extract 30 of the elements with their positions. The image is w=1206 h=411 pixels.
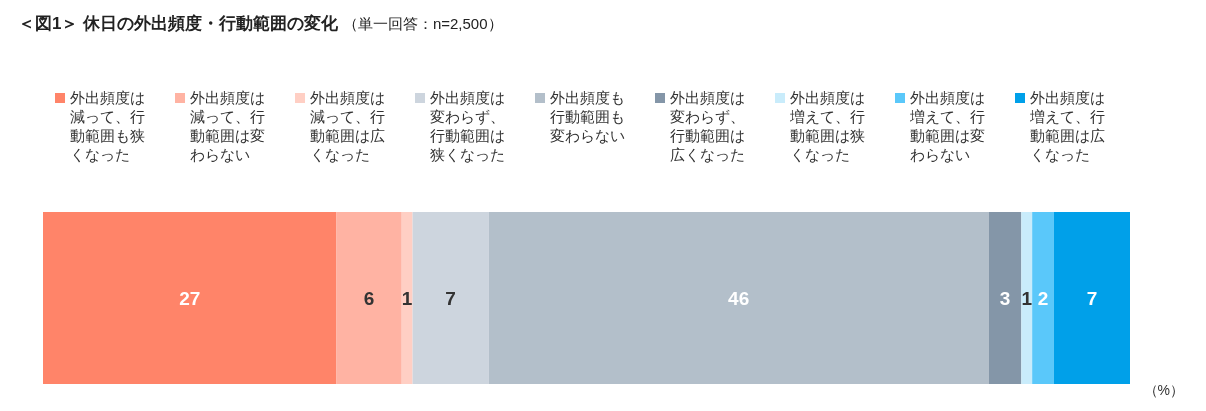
bar — [412, 212, 489, 384]
bar — [488, 212, 989, 384]
legend-label: 外出頻度は増えて、行動範囲は広くなった — [1030, 88, 1106, 164]
data-label: 46 — [728, 288, 750, 309]
data-label: 2 — [1037, 288, 1049, 309]
bar — [1053, 212, 1130, 384]
bar — [1032, 212, 1054, 384]
bar — [988, 212, 1022, 384]
data-label: 7 — [1086, 288, 1098, 309]
legend-label: 外出頻度も行動範囲も変わらない — [550, 88, 626, 145]
legend-label: 外出頻度は増えて、行動範囲は変わらない — [910, 88, 986, 164]
legend-label: 外出頻度は減って、行動範囲は変わらない — [190, 88, 266, 164]
data-label: 7 — [445, 288, 456, 309]
legend-label: 外出頻度は減って、行動範囲は広くなった — [310, 88, 386, 164]
bar — [43, 212, 337, 384]
bar — [401, 212, 413, 384]
data-label: 27 — [179, 288, 201, 309]
chart-subtitle: （単一回答：n=2,500） — [342, 15, 503, 32]
data-label: 6 — [363, 288, 375, 309]
data-label: 1 — [401, 288, 413, 309]
legend-label: 外出頻度は増えて、行動範囲は狭くなった — [790, 88, 866, 164]
text: （%） — [1143, 382, 1184, 400]
bar — [1021, 212, 1033, 384]
legend-label: 外出頻度は減って、行動範囲も狭くなった — [70, 88, 146, 164]
bar — [336, 212, 402, 384]
legend-label: 外出頻度は変わらず、行動範囲は狭くなった — [430, 88, 506, 164]
chart-title: ＜図1＞ 休日の外出頻度・行動範囲の変化 — [18, 14, 339, 33]
legend-label: 外出頻度は変わらず、行動範囲は広くなった — [670, 88, 746, 164]
data-label: 3 — [999, 288, 1011, 309]
data-label: 1 — [1021, 288, 1033, 309]
